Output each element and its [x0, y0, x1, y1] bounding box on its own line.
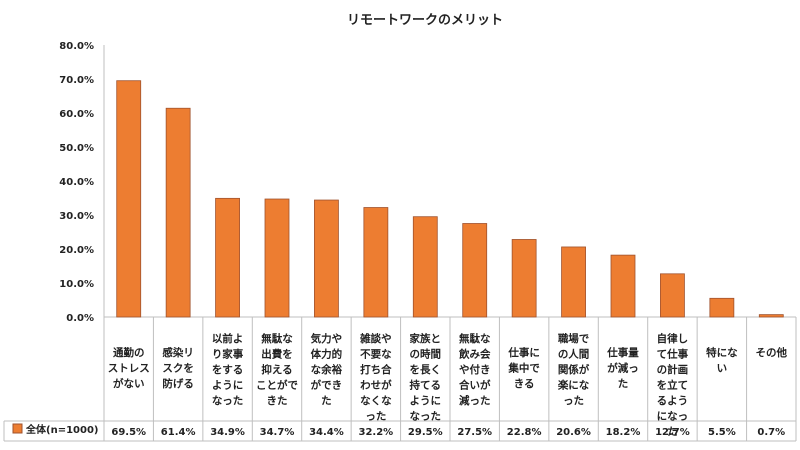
value-label: 22.8% [507, 427, 542, 438]
y-tick-label: 30.0% [59, 211, 94, 222]
value-label: 69.5% [111, 427, 146, 438]
y-tick-label: 10.0% [59, 279, 94, 290]
x-category-label: 感染リスクを防げる [162, 346, 194, 390]
x-category-label: 職場での人間関係が楽になった [557, 332, 590, 407]
value-label: 29.5% [408, 427, 443, 438]
x-category-label: 無駄な飲み会や付き合いが減った [458, 332, 491, 407]
y-tick-label: 80.0% [59, 41, 94, 52]
table-grid [3, 316, 797, 442]
x-category-label: 以前より家事をするようになった [212, 332, 244, 407]
y-tick-label: 60.0% [59, 109, 94, 120]
x-category-label: 仕事に集中できる [507, 346, 540, 390]
y-tick-label: 50.0% [59, 143, 94, 154]
legend-swatch [12, 423, 23, 434]
y-tick-label: 70.0% [59, 75, 94, 86]
x-category-label: 特にない [706, 346, 738, 375]
bars [116, 80, 784, 318]
value-label: 34.4% [309, 427, 344, 438]
x-category-label: 通勤のストレスがない [108, 346, 150, 390]
category-labels: 通勤のストレスがない感染リスクを防げる以前より家事をするようになった無駄な出費を… [108, 332, 788, 438]
value-label: 27.5% [457, 427, 492, 438]
x-category-label: 仕事量が減った [606, 346, 639, 390]
value-label: 18.2% [606, 427, 641, 438]
y-tick-label: 20.0% [59, 245, 94, 256]
value-label: 20.6% [556, 427, 591, 438]
value-label: 61.4% [161, 427, 196, 438]
value-label: 34.9% [210, 427, 245, 438]
value-label: 34.7% [260, 427, 295, 438]
bar [511, 239, 537, 318]
x-category-label: 家族との時間を長く持てるようになった [410, 332, 442, 423]
bar [561, 246, 586, 318]
bar [610, 254, 636, 318]
bar [363, 207, 389, 318]
value-label: 0.7% [757, 427, 785, 438]
bar [758, 314, 784, 318]
x-category-label: 自律して仕事の計画を立てるようになった [657, 332, 689, 438]
x-category-label: 雑談や不要な打ち合わせがなくなった [359, 332, 392, 423]
legend-label: 全体(n=1000) [25, 423, 98, 436]
bar [709, 297, 735, 318]
x-category-label: その他 [756, 346, 788, 359]
bar [412, 216, 438, 318]
bar [660, 273, 685, 318]
bar [116, 80, 142, 318]
x-category-label: 気力や体力的な余裕ができた [310, 332, 343, 407]
y-tick-label: 40.0% [59, 177, 94, 188]
bar [462, 223, 488, 318]
value-labels: 69.5% 61.4% 34.9% 34.7% 34.4% 32.2% 29.5% 27.5%… [111, 427, 785, 438]
value-label: 5.5% [708, 427, 736, 438]
legend-row: 全体(n=1000) [12, 423, 98, 436]
bar [314, 199, 339, 318]
value-label: 32.2% [359, 427, 394, 438]
bar [264, 198, 290, 318]
bar [215, 197, 240, 318]
y-axis: 0.0% 10.0% 20.0% 30.0% 40.0% 50.0% 60.0% 70.0% 8… [59, 41, 105, 324]
value-label: 12.7% [655, 427, 690, 438]
chart-title: リモートワークのメリット [347, 13, 503, 28]
y-tick-label: 0.0% [66, 313, 94, 324]
x-category-label: 無駄な出費を抑えることができた [256, 332, 298, 407]
bar [165, 107, 191, 318]
